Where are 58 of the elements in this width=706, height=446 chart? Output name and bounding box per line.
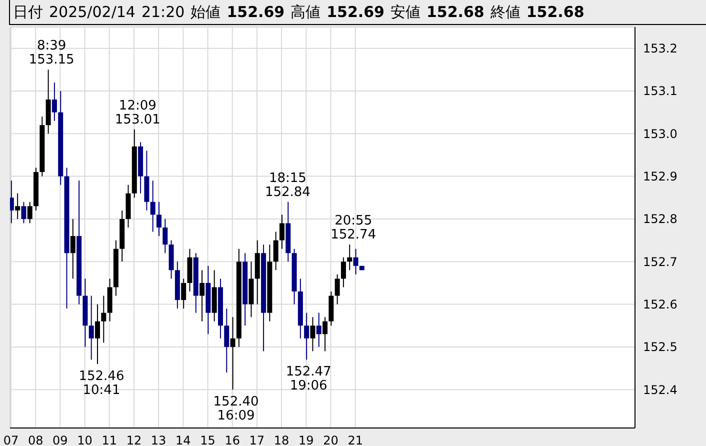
candlestick: [316, 312, 322, 348]
candlestick: [10, 180, 14, 224]
annotation: 18:15 152.84: [264, 170, 310, 200]
candlestick: [181, 278, 186, 310]
candlestick: [310, 316, 316, 352]
candlestick: [15, 192, 20, 220]
y-tick-label: 153.0: [643, 126, 678, 141]
candlestick: [21, 201, 26, 224]
annotation: 152.46 10:41: [78, 369, 124, 398]
candlestick: [230, 316, 236, 390]
candlestick: [156, 201, 162, 237]
candlestick: [200, 270, 205, 322]
candlestick: [52, 82, 57, 122]
candlestick: [224, 308, 230, 374]
y-tick-label: 152.5: [643, 340, 678, 354]
x-tick-label: 19: [298, 434, 314, 446]
x-tick-label: 21: [348, 434, 363, 446]
x-tick-label: 14: [176, 434, 191, 446]
candlestick: [304, 312, 310, 360]
candlestick: [340, 256, 346, 288]
candlestick: [353, 248, 358, 275]
candlestick: [94, 304, 100, 365]
candlestick: [322, 316, 328, 352]
x-tick-label: 09: [52, 434, 68, 446]
candlestick: [334, 274, 340, 305]
candlestick: [70, 218, 76, 280]
candlestick: [88, 295, 94, 360]
x-tick-label: 16: [224, 434, 240, 446]
text: 日付 2025/02/14 21:20 始値 152.69 高値 152.69 安値 152.68 終値 152.68: [13, 3, 584, 21]
candlestick: [347, 244, 352, 271]
candlestick: [162, 218, 168, 254]
x-tick-label: 07: [3, 434, 19, 446]
x-tick-label: 18: [274, 434, 290, 446]
y-tick-label: 152.4: [643, 382, 678, 397]
x-tick-label: 17: [249, 434, 265, 446]
y-tick-label: 153.2: [643, 42, 678, 56]
x-tick-label: 12: [126, 434, 142, 446]
y-tick-label: 152.7: [643, 254, 678, 269]
x-tick-label: 20: [323, 434, 338, 446]
candlestick: [273, 231, 278, 271]
y-tick-label: 152.8: [643, 212, 678, 226]
annotation: 152.47 19:06: [286, 364, 332, 394]
annotation: 152.40 16:09: [213, 394, 259, 424]
x-tick-label: 15: [200, 434, 216, 446]
annotation: 20:55 152.74: [330, 214, 376, 243]
candlestick: [101, 295, 106, 344]
y-tick-label: 152.6: [643, 298, 678, 312]
annotation: 8:39 153.15: [28, 38, 74, 68]
x-tick-label: 08: [28, 434, 44, 446]
y-tick-label: 153.1: [643, 84, 678, 98]
y-tick-label: 152.9: [643, 170, 678, 184]
candlestick: [27, 201, 32, 224]
annotation: 12:09 153.01: [114, 98, 160, 128]
x-tick-label: 10: [77, 434, 92, 446]
candlestick: [279, 214, 284, 250]
x-tick-label: 13: [150, 434, 166, 446]
x-tick-label: 11: [102, 434, 118, 446]
candlestick: [150, 180, 156, 232]
